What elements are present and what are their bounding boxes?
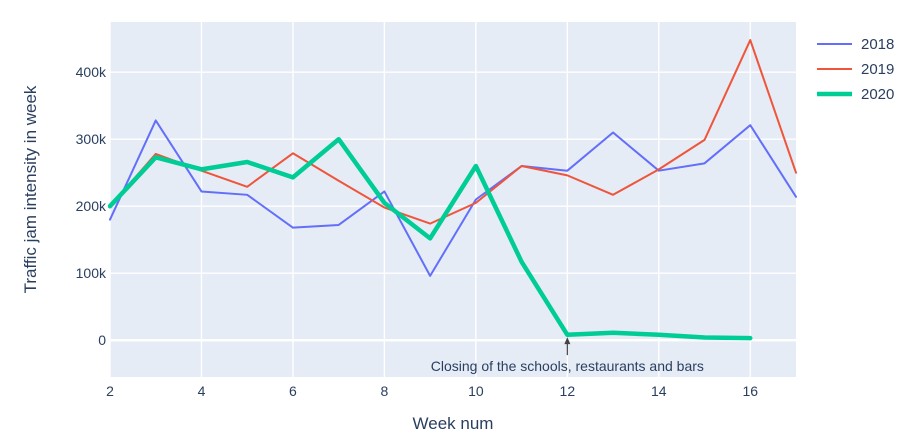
legend-label: 2020 <box>861 86 894 103</box>
series-line-2019 <box>109 39 797 225</box>
x-tick-label: 14 <box>651 383 667 399</box>
x-tick-label: 6 <box>289 383 297 399</box>
y-tick-label: 100k <box>76 265 107 281</box>
legend-item-2019[interactable]: 2019 <box>817 61 894 78</box>
y-tick-label: 0 <box>98 332 106 348</box>
x-axis-tick-labels: 2 4 6 8 10 12 14 16 <box>106 383 758 399</box>
x-axis-title: Week num <box>413 414 494 433</box>
series-line-2018 <box>109 119 797 277</box>
series-lines <box>107 39 797 341</box>
legend[interactable]: 2018 2019 2020 <box>817 36 894 103</box>
y-axis-tick-labels: 0 100k 200k 300k 400k <box>76 64 107 348</box>
x-tick-label: 16 <box>742 383 758 399</box>
y-tick-label: 300k <box>76 131 107 147</box>
legend-label: 2019 <box>861 61 894 78</box>
legend-item-2018[interactable]: 2018 <box>817 36 894 53</box>
legend-label: 2018 <box>861 36 894 53</box>
x-tick-label: 2 <box>106 383 114 399</box>
annotation-arrowhead <box>564 337 571 345</box>
y-tick-label: 200k <box>76 198 107 214</box>
x-tick-label: 12 <box>560 383 576 399</box>
y-tick-label: 400k <box>76 64 107 80</box>
legend-item-2020[interactable]: 2020 <box>817 86 894 103</box>
x-tick-label: 10 <box>468 383 484 399</box>
x-tick-label: 4 <box>198 383 206 399</box>
x-tick-label: 8 <box>381 383 389 399</box>
annotation: Closing of the schools, restaurants and … <box>431 337 704 374</box>
annotation-text: Closing of the schools, restaurants and … <box>431 358 704 374</box>
y-axis-title: Traffic jam intensity in week <box>21 85 40 293</box>
series-line-2020 <box>107 136 753 341</box>
